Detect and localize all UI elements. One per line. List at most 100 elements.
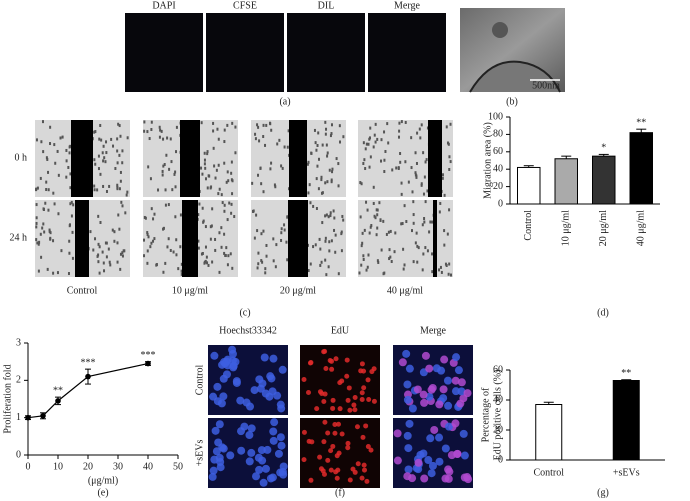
cell-texture — [153, 212, 156, 216]
point — [145, 360, 151, 367]
nucleus — [274, 449, 283, 458]
cell-texture — [214, 248, 217, 252]
fluorescence-image — [287, 13, 365, 92]
cell-texture — [384, 149, 387, 153]
cell-texture — [36, 241, 39, 245]
cell-texture — [147, 165, 150, 169]
nucleus — [361, 462, 367, 468]
nucleus — [329, 366, 335, 372]
cell-texture — [203, 158, 206, 162]
cell-texture — [375, 208, 378, 212]
cell-texture — [117, 213, 120, 217]
nucleus — [323, 365, 329, 371]
cell-texture — [104, 160, 107, 164]
cell-texture — [109, 263, 112, 267]
cell-texture — [342, 218, 345, 222]
cell-texture — [162, 137, 165, 141]
cell-texture — [412, 221, 415, 225]
cell-texture — [309, 201, 312, 205]
cell-texture — [401, 222, 404, 226]
cell-texture — [162, 226, 165, 230]
nucleus — [452, 353, 461, 362]
cell-texture — [53, 143, 56, 147]
cell-texture — [253, 236, 256, 240]
cell-texture — [217, 163, 220, 167]
cell-texture — [229, 252, 232, 256]
cell-texture — [116, 137, 119, 141]
y-tick-label: 20 — [493, 181, 503, 192]
nucleus — [209, 466, 218, 475]
cell-texture — [313, 128, 316, 132]
cell-texture — [68, 224, 71, 228]
nucleus — [266, 372, 275, 381]
cell-texture — [46, 157, 49, 161]
cell-texture — [441, 176, 444, 180]
cell-texture — [422, 151, 425, 155]
nucleus — [355, 461, 361, 467]
nucleus — [404, 465, 413, 474]
nucleus — [346, 385, 352, 391]
cell-texture — [283, 223, 286, 227]
cell-texture — [198, 202, 201, 206]
x-tick-label: 40 μg/ml — [636, 210, 647, 246]
column-label: Hoechst33342 — [219, 325, 277, 336]
cell-texture — [105, 140, 108, 144]
cell-texture — [35, 187, 38, 191]
cell-texture — [340, 232, 343, 236]
cell-texture — [210, 185, 213, 189]
nucleus — [216, 463, 225, 472]
nucleus — [454, 366, 463, 375]
cell-texture — [218, 231, 221, 235]
nucleus — [328, 467, 334, 473]
cell-texture — [121, 149, 124, 153]
nucleus — [339, 378, 345, 384]
cell-texture — [368, 136, 371, 140]
nucleus — [403, 431, 412, 440]
nucleus — [420, 398, 429, 407]
cell-texture — [330, 132, 333, 136]
cell-texture — [40, 255, 43, 259]
panel-label: (g) — [597, 487, 609, 498]
x-tick-label: 20 — [83, 461, 93, 472]
cell-texture — [144, 216, 147, 220]
cell-texture — [200, 121, 203, 125]
cell-texture — [272, 237, 275, 241]
cell-texture — [448, 167, 451, 171]
nucleus — [322, 419, 328, 425]
cell-texture — [286, 215, 289, 219]
cell-texture — [158, 125, 161, 129]
cell-texture — [164, 188, 167, 192]
nucleus — [237, 427, 246, 436]
cell-texture — [369, 155, 372, 159]
cell-texture — [99, 220, 102, 224]
channel-label: DIL — [318, 0, 335, 11]
cell-texture — [206, 261, 209, 265]
cell-texture — [325, 273, 328, 277]
y-tick-label: 0 — [498, 198, 503, 209]
cell-texture — [330, 180, 333, 184]
channel-label: DAPI — [152, 0, 175, 11]
cell-texture — [209, 225, 212, 229]
cell-texture — [47, 188, 50, 192]
cell-texture — [212, 146, 215, 150]
cell-texture — [403, 204, 406, 208]
cell-texture — [220, 193, 223, 197]
cell-texture — [359, 181, 362, 185]
nucleus — [359, 390, 365, 396]
cell-texture — [307, 191, 310, 195]
panel-label: (a) — [279, 96, 290, 107]
bar — [629, 132, 653, 205]
cell-texture — [93, 184, 96, 188]
cell-texture — [383, 130, 386, 134]
cell-texture — [102, 144, 105, 148]
cell-texture — [207, 263, 210, 267]
nucleus — [242, 398, 251, 407]
cell-texture — [439, 265, 442, 269]
cell-texture — [251, 181, 254, 185]
cell-texture — [204, 166, 207, 170]
cell-texture — [334, 250, 337, 254]
cell-texture — [439, 201, 442, 205]
fluorescence-image — [206, 13, 284, 92]
cell-texture — [206, 186, 209, 190]
cell-texture — [387, 230, 390, 234]
